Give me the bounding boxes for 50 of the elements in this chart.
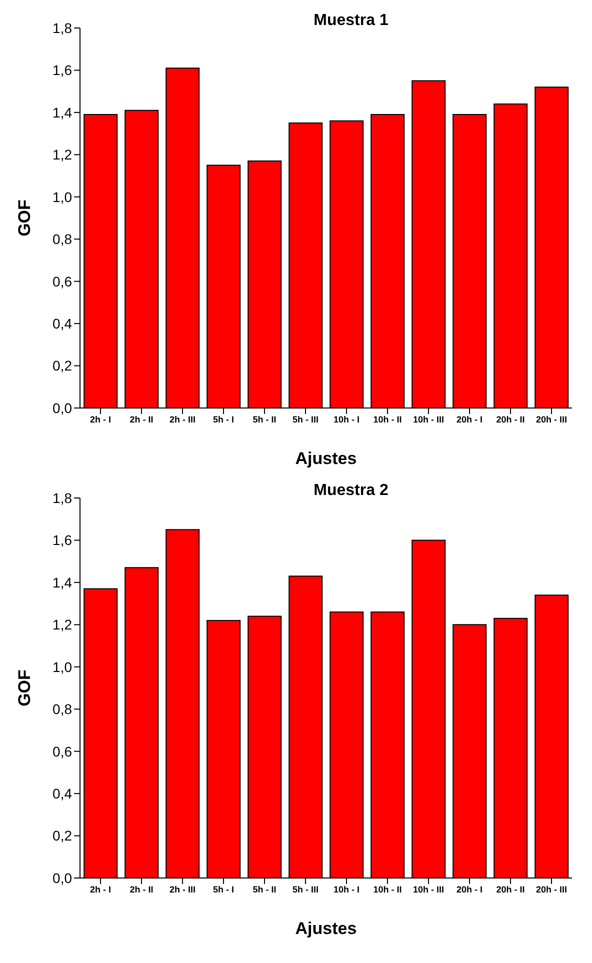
x-tick-label: 2h - II (130, 414, 154, 424)
chart-title: Muestra 1 (314, 12, 388, 29)
x-axis-title: Ajustes (295, 449, 357, 468)
y-tick-label: 1,8 (52, 20, 72, 36)
y-tick-label: 0,6 (52, 273, 72, 290)
y-tick-label: 0,2 (52, 828, 72, 844)
y-tick-label: 1,2 (52, 616, 72, 633)
y-tick-label: 1,4 (52, 104, 72, 120)
x-tick-label: 20h - I (456, 414, 483, 424)
x-tick-label: 10h - III (412, 884, 444, 894)
chart-title: Muestra 2 (314, 482, 388, 499)
y-tick-label: 1,6 (52, 532, 72, 548)
x-tick-label: 10h - I (333, 414, 360, 424)
y-axis-title: GOF (15, 670, 34, 706)
x-tick-label: 2h - II (130, 884, 154, 894)
x-tick-label: 5h - III (292, 884, 319, 894)
x-tick-label: 20h - I (456, 884, 483, 894)
y-tick-label: 1,8 (52, 490, 72, 506)
x-tick-label: 5h - II (252, 884, 276, 894)
y-axis-title: GOF (15, 200, 34, 236)
x-tick-label: 10h - II (373, 884, 402, 894)
x-tick-label: 20h - II (496, 414, 525, 424)
x-tick-label: 10h - II (373, 414, 402, 424)
y-tick-label: 0,8 (52, 701, 72, 718)
x-tick-label: 2h - I (90, 884, 112, 894)
x-tick-label: 2h - III (169, 414, 196, 424)
x-tick-label: 20h - II (496, 884, 525, 894)
y-tick-label: 1,0 (52, 658, 72, 675)
x-tick-label: 10h - I (333, 884, 360, 894)
y-tick-label: 1,2 (52, 146, 72, 163)
y-tick-label: 0,0 (52, 870, 72, 886)
y-tick-label: 0,2 (52, 358, 72, 374)
y-tick-label: 1,0 (52, 188, 72, 205)
x-tick-label: 10h - III (412, 414, 444, 424)
x-tick-label: 5h - III (292, 414, 319, 424)
x-tick-label: 20h - III (536, 414, 568, 424)
x-axis-title: Ajustes (295, 919, 357, 938)
x-tick-label: 2h - I (90, 414, 112, 424)
x-tick-label: 20h - III (536, 884, 568, 894)
y-tick-label: 1,6 (52, 62, 72, 78)
y-tick-label: 0,6 (52, 743, 72, 760)
y-tick-label: 0,0 (52, 400, 72, 416)
x-tick-label: 5h - II (252, 414, 276, 424)
y-tick-label: 0,4 (52, 316, 72, 332)
y-tick-label: 0,8 (52, 231, 72, 248)
x-tick-label: 5h - I (212, 414, 234, 424)
x-tick-label: 5h - I (212, 884, 234, 894)
y-tick-label: 0,4 (52, 786, 72, 802)
x-tick-label: 2h - III (169, 884, 196, 894)
y-tick-label: 1,4 (52, 574, 72, 590)
